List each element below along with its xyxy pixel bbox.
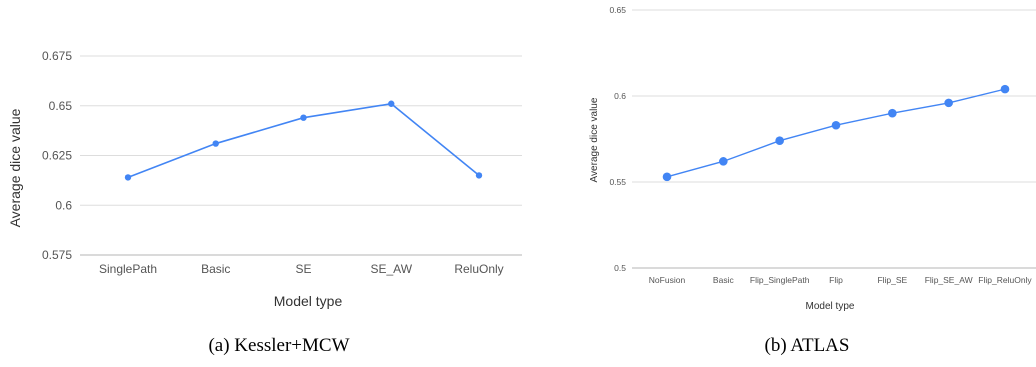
chart-a-x-axis-label: Model type bbox=[274, 293, 343, 309]
data-point bbox=[300, 114, 307, 121]
x-tick-label: Flip bbox=[829, 275, 843, 285]
data-point bbox=[719, 157, 728, 166]
x-tick-label: Basic bbox=[201, 262, 230, 276]
data-point bbox=[124, 174, 132, 181]
chart-b-x-ticks: NoFusion Basic Flip_SinglePath Flip Flip_SE F… bbox=[649, 275, 1033, 285]
x-tick-label: SE_AW bbox=[370, 262, 412, 276]
x-tick-label: Flip_SE bbox=[877, 275, 907, 285]
y-tick-label: 0.5 bbox=[614, 263, 626, 273]
y-tick-label: 0.675 bbox=[42, 49, 72, 63]
data-point bbox=[475, 172, 483, 179]
y-tick-label: 0.65 bbox=[49, 99, 73, 113]
data-point bbox=[944, 98, 953, 108]
chart-b-x-axis-label: Model type bbox=[806, 301, 855, 312]
chart-b-caption: (b) ATLAS bbox=[765, 335, 850, 356]
x-tick-label: Flip_SE_AW bbox=[925, 275, 973, 285]
x-tick-label: SE bbox=[295, 262, 311, 276]
chart-a-y-ticks: 0.575 0.6 0.625 0.65 0.675 bbox=[42, 49, 72, 262]
y-tick-label: 0.65 bbox=[609, 5, 626, 15]
chart-a-points bbox=[124, 100, 483, 181]
chart-b-y-axis-label: Average dice value bbox=[589, 97, 600, 182]
y-tick-label: 0.6 bbox=[55, 198, 72, 212]
x-tick-label: SinglePath bbox=[99, 262, 157, 276]
y-tick-label: 0.6 bbox=[614, 91, 626, 101]
chart-a-y-axis-label: Average dice value bbox=[7, 108, 23, 227]
data-point bbox=[212, 140, 219, 147]
data-point bbox=[888, 108, 897, 118]
chart-a-gridlines bbox=[80, 55, 522, 256]
chart-a-x-ticks: SinglePath Basic SE SE_AW ReluOnly bbox=[99, 262, 504, 276]
chart-atlas: 0.5 0.55 0.6 0.65 NoFusion Basic Flip_SingleP… bbox=[589, 5, 1036, 356]
x-tick-label: NoFusion bbox=[649, 275, 686, 285]
chart-a-caption: (a) Kessler+MCW bbox=[208, 335, 349, 356]
x-tick-label: Flip_SinglePath bbox=[750, 275, 810, 285]
chart-b-series-line bbox=[666, 88, 1006, 178]
x-tick-label: Basic bbox=[713, 275, 735, 285]
chart-b-gridlines bbox=[632, 9, 1036, 269]
chart-b-points bbox=[662, 84, 1010, 182]
x-tick-label: Flip_ReluOnly bbox=[978, 275, 1032, 285]
data-point bbox=[662, 172, 672, 182]
y-tick-label: 0.575 bbox=[42, 248, 72, 262]
data-point bbox=[1000, 84, 1010, 94]
data-point bbox=[388, 100, 395, 107]
chart-b-y-ticks: 0.5 0.55 0.6 0.65 bbox=[609, 5, 626, 273]
y-tick-label: 0.55 bbox=[609, 177, 626, 187]
data-point bbox=[775, 136, 784, 146]
y-tick-label: 0.625 bbox=[42, 149, 72, 163]
data-point bbox=[831, 120, 841, 130]
x-tick-label: ReluOnly bbox=[454, 262, 503, 276]
chart-kessler-mcw: 0.575 0.6 0.625 0.65 0.675 SinglePath Basic SE… bbox=[7, 49, 522, 356]
